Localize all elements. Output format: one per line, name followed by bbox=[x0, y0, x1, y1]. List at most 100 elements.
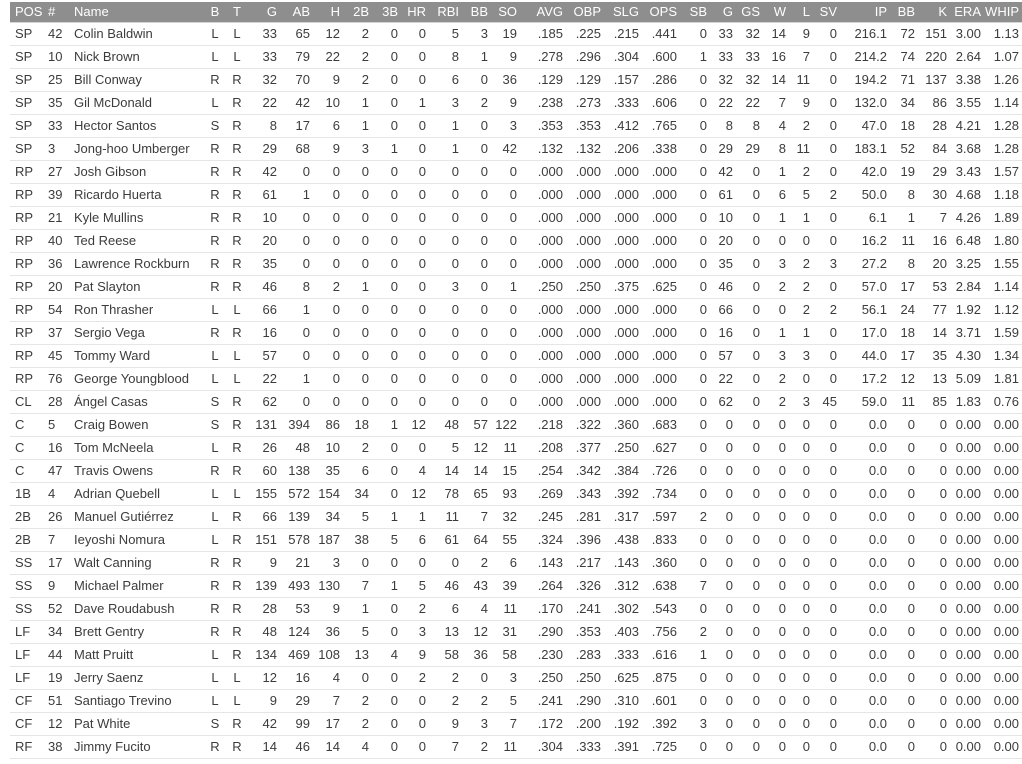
cell-name[interactable]: Santiago Trevino bbox=[74, 693, 172, 708]
table-row[interactable]: 2B 7 Ieyoshi Nomura L R 151 578 187 38 5 6 61 64 55 .3… bbox=[10, 529, 1022, 552]
table-row[interactable]: SP 10 Nick Brown L L 33 79 22 2 0 0 8 1 9.278.296.304… bbox=[10, 46, 1022, 69]
table-row[interactable]: RP 27 Josh Gibson R R 42 0 0 0 0 0 0 0 0 .000 .000 .000.… bbox=[10, 161, 1022, 184]
cell-name[interactable]: Sergio Vega bbox=[74, 325, 145, 340]
cell-name[interactable]: Ieyoshi Nomura bbox=[74, 532, 166, 547]
cell-pos: SS bbox=[15, 555, 33, 570]
col-header-ab[interactable]: AB bbox=[292, 4, 310, 19]
table-row[interactable]: LF 19 Jerry Saenz L L 12 16 4 0 0 2 2 0 3 .250 .250 .625… bbox=[10, 667, 1022, 690]
col-header-so[interactable]: SO bbox=[498, 4, 517, 19]
table-row[interactable]: SS 52 Dave Roudabush R R 28 53 9 1 0 2 6 4 11 .170 .241… bbox=[10, 598, 1022, 621]
table-row[interactable]: C 16 Tom McNeela L R 26 48 10 2 0 0 5 12 11 .208 .377 .2… bbox=[10, 437, 1022, 460]
table-row[interactable]: LF 34 Brett Gentry R R 48 124 36 5 0 3 13 12 31 .290 .3… bbox=[10, 621, 1022, 644]
cell-name[interactable]: Craig Bowen bbox=[74, 417, 149, 432]
cell-name[interactable]: Gil McDonald bbox=[74, 95, 153, 110]
cell-l: 0 bbox=[802, 233, 810, 248]
col-header-avg[interactable]: AVG bbox=[536, 4, 564, 19]
cell-name[interactable]: Manuel Gutiérrez bbox=[74, 509, 174, 524]
cell-name[interactable]: Ricardo Huerta bbox=[74, 187, 162, 202]
table-row[interactable]: RP 37 Sergio Vega R R 16 0 0 0 0 0 0 0 0 .000 .000 .000.… bbox=[10, 322, 1022, 345]
col-header-3b[interactable]: 3B bbox=[382, 4, 398, 19]
table-row[interactable]: RF 38 Jimmy Fucito R R 14 46 14 4 0 0 7 2 11 .304 .333.… bbox=[10, 736, 1022, 759]
cell-name[interactable]: Matt Pruitt bbox=[74, 647, 134, 662]
cell-name[interactable]: Walt Canning bbox=[74, 555, 152, 570]
col-header-t[interactable]: T bbox=[233, 4, 241, 19]
col-header-ip[interactable]: IP bbox=[874, 4, 887, 19]
table-row[interactable]: CL 28 Ángel Casas S R 62 0 0 0 0 0 0 0 0 .000 .000 .000.… bbox=[10, 391, 1022, 414]
table-row[interactable]: RP 45 Tommy Ward L L 57 0 0 0 0 0 0 0 0 .000 .000 .000 .0… bbox=[10, 345, 1022, 368]
cell-name[interactable]: Ron Thrasher bbox=[74, 302, 154, 317]
col-header-b[interactable]: B bbox=[210, 4, 220, 19]
cell-name[interactable]: Kyle Mullins bbox=[74, 210, 144, 225]
table-row[interactable]: RP 40 Ted Reese R R 20 0 0 0 0 0 0 0 0 .000 .000 .000 .00… bbox=[10, 230, 1022, 253]
table-row[interactable]: SP 3 Jong-hoo Umberger R R 29 68 9 3 1 0 1 0 42 .132 .1… bbox=[10, 138, 1022, 161]
col-header-bb[interactable]: BB bbox=[470, 4, 488, 19]
col-header-g[interactable]: G bbox=[266, 4, 277, 19]
cell-avg: .278 bbox=[537, 49, 563, 64]
table-row[interactable]: SP 25 Bill Conway R R 32 70 9 2 0 0 6 0 36 .129 .129 .15… bbox=[10, 69, 1022, 92]
table-row[interactable]: 2B 26 Manuel Gutiérrez L R 66 139 34 5 1 1 11 7 32.24… bbox=[10, 506, 1022, 529]
table-row[interactable]: RP 54 Ron Thrasher L L 66 1 0 0 0 0 0 0 0 .000 .000 .000… bbox=[10, 299, 1022, 322]
col-header-name[interactable]: Name bbox=[74, 4, 109, 19]
cell-whip: 0.00 bbox=[993, 555, 1019, 570]
table-row[interactable]: SP 42 Colin Baldwin L L 33 65 12 2 0 0 5 3 19 .185 .225… bbox=[10, 23, 1022, 46]
col-header-bb-pitch[interactable]: BB bbox=[897, 4, 915, 19]
cell-name[interactable]: Brett Gentry bbox=[74, 624, 145, 639]
cell-name[interactable]: Ángel Casas bbox=[74, 394, 148, 409]
cell-k: 0 bbox=[939, 417, 947, 432]
col-header-2b[interactable]: 2B bbox=[353, 4, 369, 19]
col-header-g-pitch[interactable]: G bbox=[722, 4, 733, 19]
cell-t: R bbox=[232, 325, 242, 340]
col-header-slg[interactable]: SLG bbox=[612, 4, 639, 19]
cell-k: 0 bbox=[939, 601, 947, 616]
col-header-k[interactable]: K bbox=[938, 4, 947, 19]
cell-name[interactable]: Colin Baldwin bbox=[74, 26, 153, 41]
col-header-gs[interactable]: GS bbox=[741, 4, 760, 19]
table-row[interactable]: LF 44 Matt Pruitt L R 134 469 108 13 4 9 58 36 58.230… bbox=[10, 644, 1022, 667]
col-header-whip[interactable]: WHIP bbox=[985, 4, 1019, 19]
cell-name[interactable]: Jimmy Fucito bbox=[74, 739, 151, 754]
cell-name[interactable]: Nick Brown bbox=[74, 49, 140, 64]
cell-name[interactable]: Adrian Quebell bbox=[74, 486, 160, 501]
col-header-era[interactable]: ERA bbox=[954, 4, 981, 19]
col-header-num[interactable]: # bbox=[48, 4, 56, 19]
cell-name[interactable]: Lawrence Rockburn bbox=[74, 256, 190, 271]
cell-name[interactable]: Dave Roudabush bbox=[74, 601, 175, 616]
cell-name[interactable]: George Youngblood bbox=[74, 371, 189, 386]
cell-name[interactable]: Michael Palmer bbox=[74, 578, 164, 593]
col-header-rbi[interactable]: RBI bbox=[437, 4, 459, 19]
col-header-sb[interactable]: SB bbox=[689, 4, 707, 19]
cell-name[interactable]: Jong-hoo Umberger bbox=[74, 141, 190, 156]
table-row[interactable]: CF 51 Santiago Trevino L L 9 29 7 2 0 0 2 2 5 .241 .290… bbox=[10, 690, 1022, 713]
col-header-obp[interactable]: OBP bbox=[573, 4, 601, 19]
col-header-w[interactable]: W bbox=[773, 4, 786, 19]
col-header-h[interactable]: H bbox=[330, 4, 340, 19]
cell-name[interactable]: Ted Reese bbox=[74, 233, 137, 248]
cell-name[interactable]: Pat Slayton bbox=[74, 279, 141, 294]
table-row[interactable]: SP 35 Gil McDonald L R 22 42 10 1 0 1 3 2 9.238.273.3… bbox=[10, 92, 1022, 115]
cell-name[interactable]: Bill Conway bbox=[74, 72, 142, 87]
table-row[interactable]: C 5 Craig Bowen S R 131 394 86 18 1 12 48 57 122 .218.… bbox=[10, 414, 1022, 437]
table-row[interactable]: SS 17 Walt Canning R R 9 21 3 0 0 0 0 2 6 .143 .217 .143… bbox=[10, 552, 1022, 575]
cell-name[interactable]: Josh Gibson bbox=[74, 164, 147, 179]
table-row[interactable]: RP 21 Kyle Mullins R R 10 0 0 0 0 0 0 0 0.000.000.000… bbox=[10, 207, 1022, 230]
table-row[interactable]: CF 12 Pat White S R 42 99 17 2 0 0 9 3 7 .172 .200 .192.… bbox=[10, 713, 1022, 736]
table-row[interactable]: RP 39 Ricardo Huerta R R 61 1 0 0 0 0 0 0 0 .000 .000 .0… bbox=[10, 184, 1022, 207]
table-row[interactable]: RP 36 Lawrence Rockburn R R 35 0 0 0 0 0 0 0 0 .000 .00… bbox=[10, 253, 1022, 276]
col-header-l[interactable]: L bbox=[802, 4, 810, 19]
table-row[interactable]: SS 9 Michael Palmer R R 139 493 130 7 1 5 46 43 39 .26… bbox=[10, 575, 1022, 598]
col-header-pos[interactable]: POS bbox=[15, 4, 43, 19]
col-header-sv[interactable]: SV bbox=[819, 4, 837, 19]
cell-name[interactable]: Hector Santos bbox=[74, 118, 157, 133]
col-header-hr[interactable]: HR bbox=[407, 4, 426, 19]
table-row[interactable]: RP 20 Pat Slayton R R 46 8 2 1 0 0 3 0 1.250.250.375.… bbox=[10, 276, 1022, 299]
cell-name[interactable]: Tommy Ward bbox=[74, 348, 151, 363]
cell-name[interactable]: Travis Owens bbox=[74, 463, 153, 478]
table-row[interactable]: RP 76 George Youngblood L L 22 1 0 0 0 0 0 0 0 .000 .00… bbox=[10, 368, 1022, 391]
table-row[interactable]: SP 33 Hector Santos S R 8 17 6 1 0 0 1 0 3 .353 .353 .41… bbox=[10, 115, 1022, 138]
cell-name[interactable]: Pat White bbox=[74, 716, 131, 731]
table-row[interactable]: C 47 Travis Owens R R 60 138 35 6 0 4 14 14 15.254.34… bbox=[10, 460, 1022, 483]
col-header-ops[interactable]: OPS bbox=[649, 4, 677, 19]
cell-name[interactable]: Jerry Saenz bbox=[74, 670, 144, 685]
cell-name[interactable]: Tom McNeela bbox=[74, 440, 154, 455]
table-row[interactable]: 1B 4 Adrian Quebell L L 155 572 154 34 0 12 78 65 93.… bbox=[10, 483, 1022, 506]
